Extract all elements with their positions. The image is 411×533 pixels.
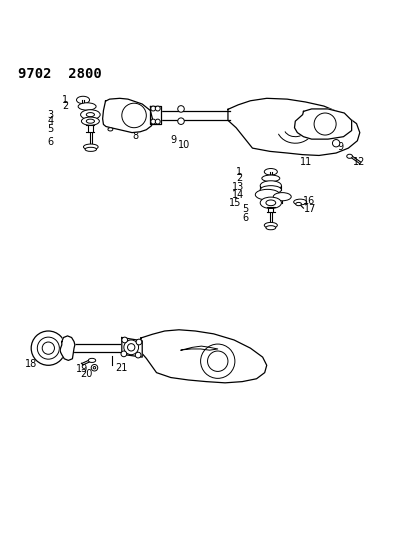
Text: 18: 18 <box>25 359 37 369</box>
Ellipse shape <box>78 103 96 110</box>
Ellipse shape <box>262 175 280 182</box>
Ellipse shape <box>81 110 100 119</box>
Ellipse shape <box>264 168 277 175</box>
Ellipse shape <box>255 189 280 200</box>
Text: 1: 1 <box>62 95 68 105</box>
Circle shape <box>332 140 340 147</box>
Ellipse shape <box>266 200 276 206</box>
Circle shape <box>178 106 184 112</box>
Ellipse shape <box>88 358 96 362</box>
Circle shape <box>155 119 160 124</box>
Text: 10: 10 <box>178 140 190 150</box>
Ellipse shape <box>264 222 277 228</box>
Ellipse shape <box>83 144 98 150</box>
Ellipse shape <box>294 199 307 205</box>
Text: 21: 21 <box>115 363 128 373</box>
Text: 9: 9 <box>171 135 177 145</box>
Text: 5: 5 <box>242 204 249 214</box>
Text: 8: 8 <box>132 131 138 141</box>
Text: 19: 19 <box>76 365 88 374</box>
Polygon shape <box>122 337 142 357</box>
Text: 3: 3 <box>47 110 53 119</box>
Circle shape <box>127 344 135 351</box>
Text: 13: 13 <box>233 182 245 192</box>
Circle shape <box>121 351 127 357</box>
Ellipse shape <box>260 185 282 194</box>
Circle shape <box>201 344 235 378</box>
Text: 1: 1 <box>236 167 242 177</box>
Ellipse shape <box>85 147 97 151</box>
Circle shape <box>136 339 142 345</box>
Ellipse shape <box>86 119 95 123</box>
Circle shape <box>122 103 146 128</box>
Text: 9: 9 <box>337 142 343 152</box>
Ellipse shape <box>347 154 353 158</box>
Circle shape <box>37 337 59 359</box>
Text: 12: 12 <box>353 157 366 167</box>
Text: 11: 11 <box>300 157 312 167</box>
Polygon shape <box>60 336 75 360</box>
Ellipse shape <box>76 96 90 103</box>
Ellipse shape <box>260 181 282 191</box>
Polygon shape <box>141 330 267 383</box>
Ellipse shape <box>108 128 113 131</box>
Circle shape <box>314 113 336 135</box>
Text: 6: 6 <box>242 213 248 223</box>
Text: 7: 7 <box>112 117 118 126</box>
Text: 2: 2 <box>62 101 68 111</box>
Ellipse shape <box>81 117 99 125</box>
Circle shape <box>155 106 160 111</box>
Text: 15: 15 <box>229 198 242 208</box>
Polygon shape <box>103 98 152 133</box>
Ellipse shape <box>273 192 291 201</box>
Circle shape <box>208 351 228 372</box>
Ellipse shape <box>266 225 276 230</box>
Text: 5: 5 <box>47 124 53 134</box>
Text: 9702  2800: 9702 2800 <box>18 67 102 81</box>
Circle shape <box>93 367 96 369</box>
Ellipse shape <box>86 112 95 117</box>
Ellipse shape <box>260 197 282 208</box>
Text: 14: 14 <box>233 190 245 200</box>
Text: 16: 16 <box>302 196 315 206</box>
Circle shape <box>91 365 98 371</box>
Polygon shape <box>228 98 360 156</box>
Circle shape <box>151 106 156 111</box>
Text: 6: 6 <box>47 136 53 147</box>
Circle shape <box>42 342 55 354</box>
Text: 17: 17 <box>303 204 316 214</box>
Circle shape <box>31 331 65 365</box>
Circle shape <box>124 340 139 354</box>
Text: 2: 2 <box>236 173 242 183</box>
Polygon shape <box>150 107 161 124</box>
Text: 20: 20 <box>80 369 92 379</box>
Circle shape <box>122 337 127 343</box>
Circle shape <box>178 118 184 124</box>
Text: 4: 4 <box>47 116 53 126</box>
Ellipse shape <box>296 203 301 206</box>
Circle shape <box>135 352 141 358</box>
Circle shape <box>151 119 156 124</box>
Polygon shape <box>295 109 352 139</box>
